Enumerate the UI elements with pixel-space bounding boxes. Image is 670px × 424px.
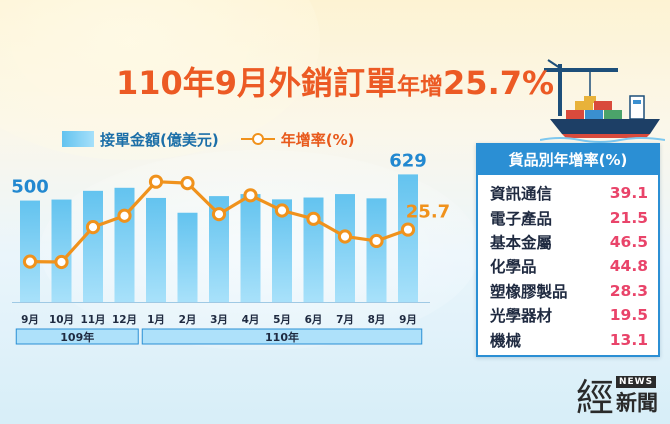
legend: 接單金額(億美元) 年增率(%) [62,128,354,150]
bar [335,194,355,302]
x-tick-label: 8月 [368,314,386,326]
panel-item-label: 塑橡膠製品 [490,282,568,301]
x-tick-label: 9月 [21,314,39,326]
panel-list: 資訊通信 39.1 電子產品 21.5 基本金屬 46.5 化學品 44.8 塑橡膠製品 28.3… [478,175,658,352]
chart-title: 110年9月外銷訂單年增25.7% [0,58,670,104]
growth-marker [148,174,164,189]
bar [114,187,135,302]
bar [51,199,72,302]
product-growth-panel: 貨品別年增率(%) 資訊通信 39.1 電子產品 21.5 基本金屬 46.5 化學品 44.… [476,143,660,357]
panel-row: 資訊通信 39.1 [478,181,658,205]
logo-name: 新聞 [616,391,658,415]
x-tick-label: 1月 [147,314,165,326]
panel-item-label: 基本金屬 [490,233,553,252]
growth-marker [22,254,38,269]
panel-item-label: 機械 [490,331,522,350]
panel-item-value: 28.3 [609,281,648,300]
title-middle: 年增 [397,74,444,100]
line-value-label: 25.7 [406,202,450,223]
panel-item-value: 46.5 [609,232,648,251]
growth-marker [337,229,353,244]
bar-value-label: 629 [389,150,427,171]
panel-row: 電子產品 21.5 [478,205,658,229]
panel-row: 塑橡膠製品 28.3 [478,279,658,303]
legend-bar-label: 接單金額(億美元) [100,130,219,149]
legend-bar-swatch [62,131,94,147]
x-tick-label: 5月 [273,314,291,326]
growth-marker [85,220,101,235]
bar [272,199,292,302]
x-tick-label: 11月 [80,314,105,326]
combo-chart: 500 629 25.7 9月 10月 11月 12月 1月 2月 3月 4月 5月 6月 7月 8月 9月… [11,150,450,345]
x-tick-label: 7月 [336,314,354,326]
news-logo: 經 NEWS 新聞 [576,374,662,420]
growth-marker [180,176,195,191]
title-prefix: 110年9月外銷訂單 [115,64,398,102]
panel-item-label: 資訊通信 [490,185,553,204]
bar [240,194,261,302]
x-tick-label: 9月 [399,314,417,326]
bar [146,197,166,302]
title-value: 25.7% [443,64,555,102]
growth-marker [274,203,290,218]
x-tick-label: 4月 [242,314,260,326]
x-tick-label: 10月 [49,314,74,326]
panel-item-value: 13.1 [609,330,648,349]
bar [366,198,387,302]
growth-marker [54,254,69,270]
panel-item-label: 電子產品 [490,209,553,228]
year-group-label: 109年 [60,330,94,344]
cargo-ship-illustration [540,59,665,143]
growth-marker [243,188,258,203]
x-tick-label: 12月 [112,314,137,326]
growth-marker [211,207,227,222]
panel-item-label: 化學品 [490,258,537,277]
panel-row: 化學品 44.8 [478,254,658,278]
growth-marker [306,211,321,226]
x-tick-label: 3月 [210,314,228,326]
x-tick-label: 2月 [179,314,197,326]
year-group-label: 110年 [265,330,299,344]
bar [177,212,198,302]
panel-item-value: 19.5 [609,306,648,325]
panel-item-label: 光學器材 [490,307,553,326]
bar-value-label: 500 [11,177,49,198]
panel-row: 基本金屬 46.5 [478,230,658,254]
bar [83,190,103,302]
year-group-box [15,328,139,345]
panel-item-value: 21.5 [609,208,648,227]
legend-line-label: 年增率(%) [280,130,355,149]
panel-row: 機械 13.1 [478,327,658,351]
year-group-box [141,328,423,345]
bar [398,174,418,302]
growth-marker [400,222,416,237]
logo-glyph: 經 [576,376,615,420]
growth-marker [369,233,384,249]
legend-line-swatch [240,132,275,146]
panel-row: 光學器材 19.5 [478,303,658,327]
x-tick-label: 6月 [305,314,323,326]
logo-news-tag: NEWS [616,376,657,388]
panel-item-value: 39.1 [609,184,648,203]
panel-title: 貨品別年增率(%) [478,145,658,175]
bar [20,200,40,302]
bar [209,196,229,302]
growth-marker [117,208,132,223]
panel-item-value: 44.8 [609,257,648,276]
